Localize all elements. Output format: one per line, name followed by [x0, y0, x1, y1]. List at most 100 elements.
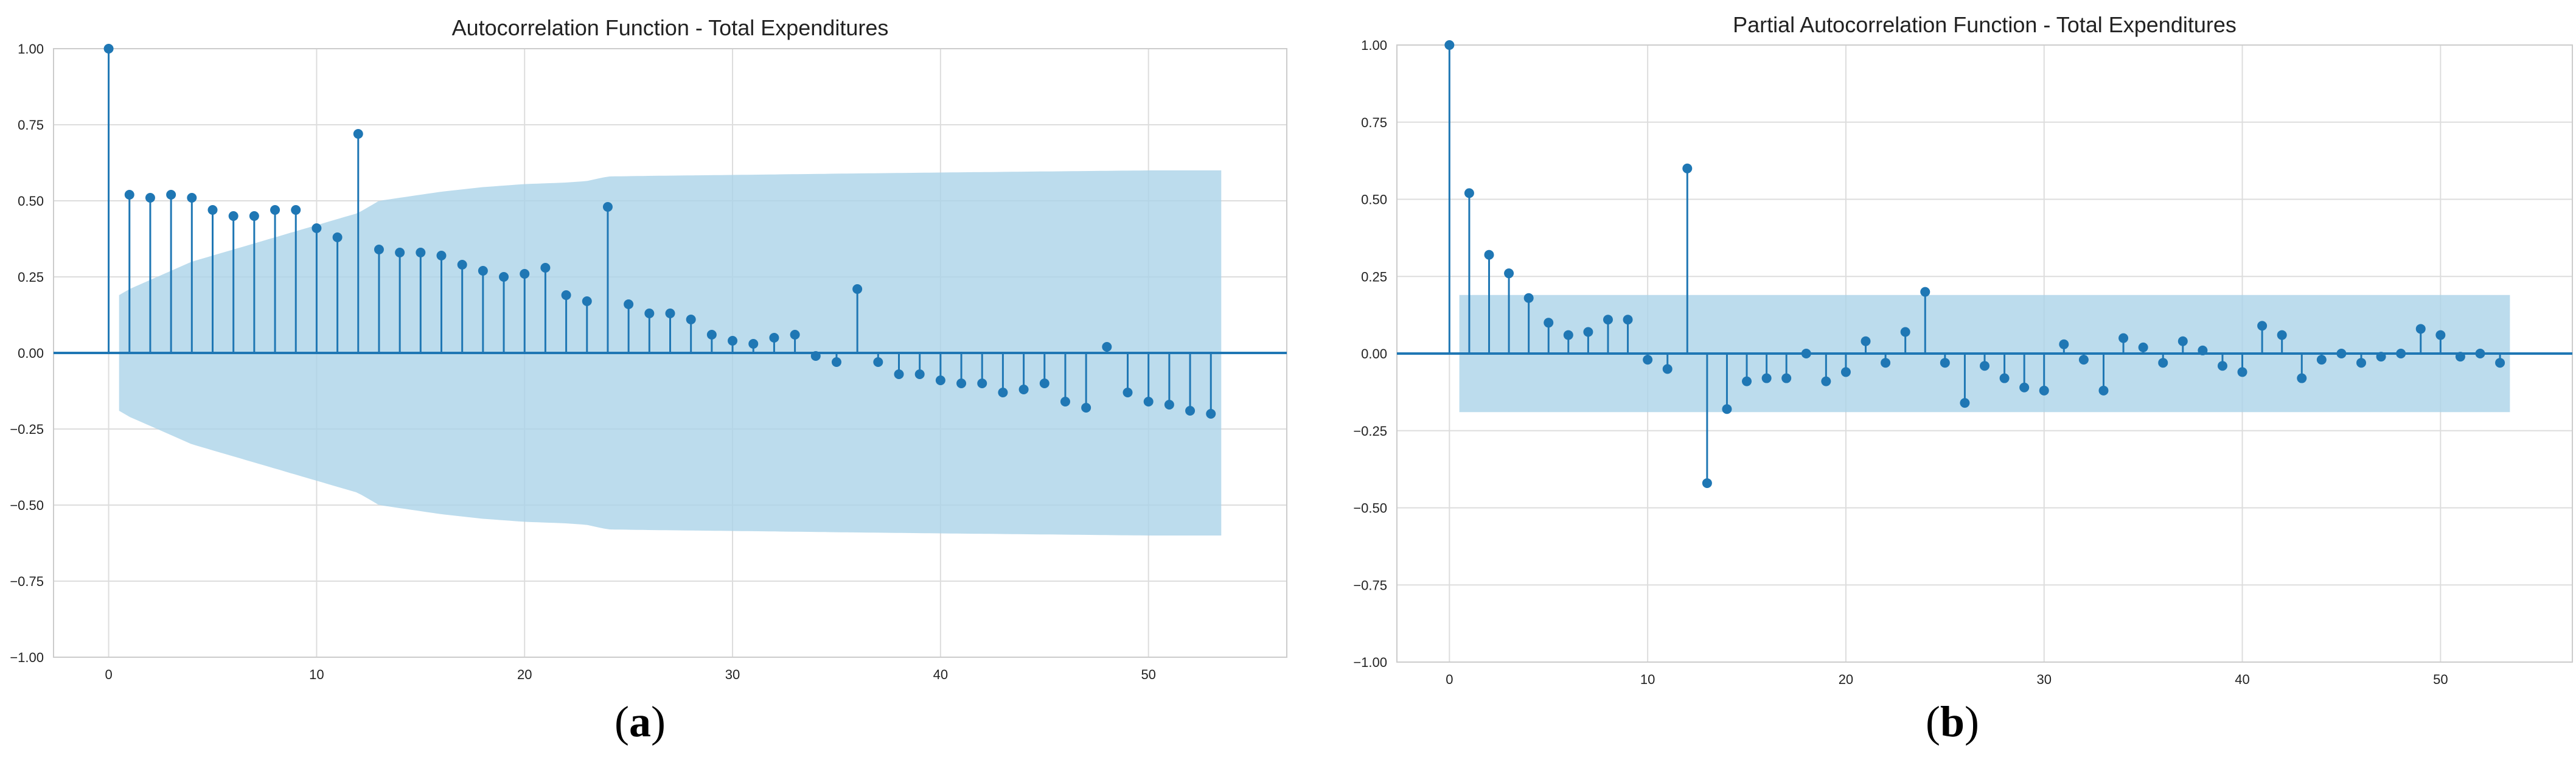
caption-b: (b) — [1926, 697, 1980, 746]
acf-marker-lag-14 — [395, 248, 405, 257]
acf-marker-lag-39 — [914, 369, 925, 379]
acf-marker-lag-45 — [1039, 379, 1050, 388]
acf-marker-lag-21 — [540, 263, 551, 273]
pacf-marker-lag-53 — [2495, 358, 2505, 368]
pacf-ytick-label: 0.25 — [1361, 269, 1387, 284]
pacf-marker-lag-39 — [2217, 361, 2227, 371]
pacf-marker-lag-5 — [1544, 318, 1554, 328]
pacf-marker-lag-23 — [1900, 327, 1910, 337]
acf-marker-lag-37 — [873, 357, 883, 367]
pacf-ytick-label: −0.75 — [1353, 577, 1387, 593]
pacf-marker-lag-6 — [1563, 330, 1573, 340]
pacf-marker-lag-9 — [1623, 315, 1633, 325]
pacf-marker-lag-41 — [2257, 321, 2268, 331]
pacf-marker-lag-21 — [1861, 336, 1871, 346]
acf-marker-lag-28 — [686, 315, 696, 324]
pacf-marker-lag-26 — [1960, 398, 1970, 408]
pacf-marker-lag-42 — [2277, 330, 2287, 340]
acf-marker-lag-32 — [769, 333, 779, 343]
acf-marker-lag-18 — [478, 266, 488, 276]
pacf-marker-lag-16 — [1761, 373, 1772, 383]
acf-marker-lag-1 — [124, 190, 134, 200]
pacf-marker-lag-13 — [1702, 478, 1712, 488]
acf-marker-lag-43 — [998, 388, 1008, 397]
acf-marker-lag-41 — [956, 379, 967, 388]
acf-marker-lag-35 — [831, 357, 841, 367]
pacf-marker-lag-19 — [1821, 376, 1831, 386]
acf-ytick-label: −0.50 — [10, 498, 44, 513]
pacf-marker-lag-37 — [2177, 336, 2188, 346]
pacf-ytick-label: −0.25 — [1353, 424, 1387, 439]
acf-marker-lag-53 — [1206, 409, 1216, 419]
pacf-marker-lag-15 — [1742, 376, 1752, 386]
acf-ytick-label: −0.25 — [10, 422, 44, 437]
acf-marker-lag-52 — [1185, 406, 1196, 416]
acf-marker-lag-25 — [624, 299, 634, 309]
pacf-ytick-label: 0.50 — [1361, 192, 1387, 208]
pacf-marker-lag-40 — [2237, 367, 2247, 377]
pacf-marker-lag-46 — [2356, 358, 2367, 368]
acf-title: Autocorrelation Function - Total Expendi… — [452, 15, 889, 40]
acf-marker-lag-16 — [436, 251, 447, 260]
pacf-marker-lag-24 — [1920, 287, 1930, 297]
pacf-marker-lag-27 — [1980, 361, 1989, 371]
pacf-marker-lag-35 — [2138, 342, 2148, 352]
pacf-marker-lag-49 — [2415, 324, 2426, 334]
caption-b-letter: b — [1940, 697, 1965, 746]
acf-marker-lag-48 — [1102, 342, 1112, 352]
acf-panel: −1.00 −0.75 −0.50 −0.25 0.00 0.25 0.50 0.75 1.00… — [10, 15, 1287, 682]
acf-xtick-label: 40 — [933, 667, 948, 682]
acf-marker-lag-7 — [249, 211, 259, 221]
pacf-xtick-label: 0 — [1446, 672, 1453, 687]
acf-marker-lag-3 — [166, 190, 176, 200]
pacf-marker-lag-32 — [2078, 355, 2089, 365]
pacf-marker-lag-14 — [1722, 404, 1732, 414]
acf-marker-lag-51 — [1164, 400, 1174, 410]
pacf-marker-lag-38 — [2198, 345, 2208, 355]
pacf-marker-lag-0 — [1444, 40, 1455, 50]
acf-marker-lag-4 — [187, 193, 197, 203]
pacf-marker-lag-31 — [2059, 339, 2069, 349]
pacf-marker-lag-47 — [2376, 352, 2386, 362]
pacf-marker-lag-17 — [1781, 373, 1792, 383]
pacf-marker-lag-33 — [2098, 385, 2109, 396]
pacf-marker-lag-7 — [1583, 327, 1593, 337]
pacf-ytick-label: 0.00 — [1361, 346, 1387, 361]
acf-marker-lag-20 — [520, 269, 530, 279]
acf-marker-lag-11 — [332, 232, 343, 242]
pacf-marker-lag-44 — [2316, 355, 2327, 365]
acf-ytick-label: 0.75 — [18, 117, 44, 133]
acf-marker-lag-17 — [457, 260, 467, 270]
acf-marker-lag-31 — [748, 339, 759, 349]
acf-marker-lag-6 — [228, 211, 238, 221]
pacf-marker-lag-22 — [1881, 358, 1891, 368]
pacf-marker-lag-36 — [2158, 358, 2168, 368]
acf-xtick-label: 30 — [725, 667, 740, 682]
acf-marker-lag-46 — [1060, 397, 1070, 406]
pacf-marker-lag-10 — [1643, 355, 1653, 365]
acf-ytick-label: 0.00 — [18, 346, 44, 361]
pacf-marker-lag-45 — [2336, 349, 2347, 358]
pacf-marker-lag-43 — [2297, 373, 2307, 383]
pacf-xtick-label: 30 — [2036, 672, 2051, 687]
acf-marker-lag-26 — [644, 309, 655, 318]
caption-a: (a) — [614, 697, 666, 746]
acf-xtick-label: 20 — [517, 667, 532, 682]
acf-marker-lag-36 — [852, 284, 863, 294]
pacf-marker-lag-1 — [1464, 188, 1474, 198]
pacf-marker-lag-52 — [2475, 349, 2485, 358]
acf-marker-lag-23 — [582, 296, 592, 306]
pacf-ytick-label: 0.75 — [1361, 115, 1387, 130]
acf-marker-lag-27 — [665, 309, 675, 318]
acf-marker-lag-33 — [790, 330, 800, 340]
acf-marker-lag-40 — [935, 375, 945, 385]
acf-marker-lag-2 — [145, 193, 155, 203]
pacf-marker-lag-28 — [1999, 373, 2010, 383]
pacf-ytick-label: −0.50 — [1353, 501, 1387, 516]
pacf-marker-lag-12 — [1682, 163, 1693, 173]
pacf-xtick-label: 40 — [2235, 672, 2249, 687]
pacf-marker-lag-50 — [2435, 330, 2446, 340]
pacf-title: Partial Autocorrelation Function - Total… — [1733, 12, 2237, 37]
acf-marker-lag-13 — [374, 245, 384, 254]
